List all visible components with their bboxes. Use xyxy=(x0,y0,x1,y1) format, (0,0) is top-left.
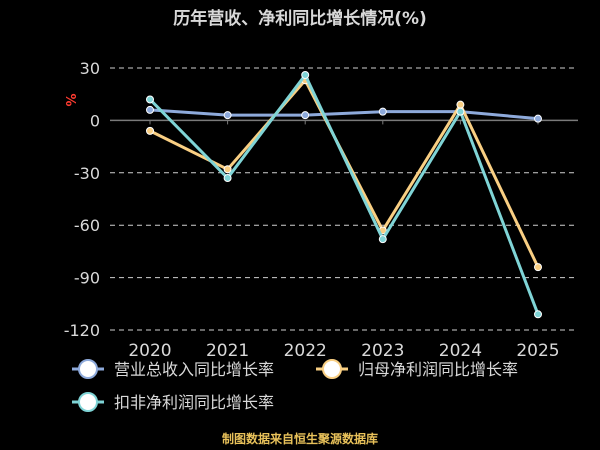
legend-label: 营业总收入同比增长率 xyxy=(114,360,274,379)
legend-item-1[interactable]: 营业总收入同比增长率 xyxy=(72,359,274,379)
series-3 xyxy=(146,70,542,319)
y-tick-label: -60 xyxy=(74,216,100,235)
data-point[interactable] xyxy=(534,114,542,123)
legend-label: 扣非净利润同比增长率 xyxy=(114,393,274,412)
x-tick-label: 2023 xyxy=(361,341,404,361)
series-line xyxy=(148,73,540,315)
series-layer xyxy=(146,70,542,319)
data-point[interactable] xyxy=(146,105,154,114)
x-tick-label: 2024 xyxy=(439,341,482,361)
data-point[interactable] xyxy=(223,165,232,174)
data-point[interactable] xyxy=(456,107,465,116)
y-tick-label: 0 xyxy=(90,111,100,130)
chart-title: 历年营收、净利同比增长情况(%) xyxy=(173,8,427,29)
axis-layer: 30 0 -30 -60 -90 -120 2020 2021 2022 2023 2024 2025 xyxy=(64,59,578,361)
data-point[interactable] xyxy=(534,263,542,272)
data-point[interactable] xyxy=(456,100,465,109)
grid-layer xyxy=(110,67,578,331)
legend-marker-icon xyxy=(78,359,98,379)
legend-marker-icon xyxy=(78,392,98,412)
y-tick-label: -30 xyxy=(74,164,100,183)
data-source: 制图数据来自恒生聚源数据库 xyxy=(222,431,378,446)
y-axis-unit: % xyxy=(62,93,77,106)
x-tick-label: 2022 xyxy=(284,341,327,361)
x-tick-label: 2021 xyxy=(206,341,249,361)
data-point[interactable] xyxy=(378,235,387,244)
series-line xyxy=(149,108,539,121)
data-point[interactable] xyxy=(223,174,232,183)
series-2 xyxy=(146,76,542,272)
legend-marker-icon xyxy=(322,359,342,379)
y-tick-label: -90 xyxy=(74,269,100,288)
data-point[interactable] xyxy=(378,107,387,116)
y-tick-label: 30 xyxy=(80,59,100,78)
legend-label: 归母净利润同比增长率 xyxy=(358,360,518,379)
data-point[interactable] xyxy=(301,70,310,79)
data-point[interactable] xyxy=(146,126,154,135)
y-tick-label: -120 xyxy=(64,321,100,340)
x-tick-label: 2020 xyxy=(128,341,171,361)
legend-item-2[interactable]: 归母净利润同比增长率 xyxy=(316,359,518,379)
x-tick-label: 2025 xyxy=(516,341,559,361)
data-point[interactable] xyxy=(223,111,232,120)
series-line xyxy=(149,78,540,268)
data-point[interactable] xyxy=(146,95,154,104)
data-point[interactable] xyxy=(301,111,310,120)
data-point[interactable] xyxy=(534,310,542,319)
legend-item-3[interactable]: 扣非净利润同比增长率 xyxy=(72,392,274,412)
